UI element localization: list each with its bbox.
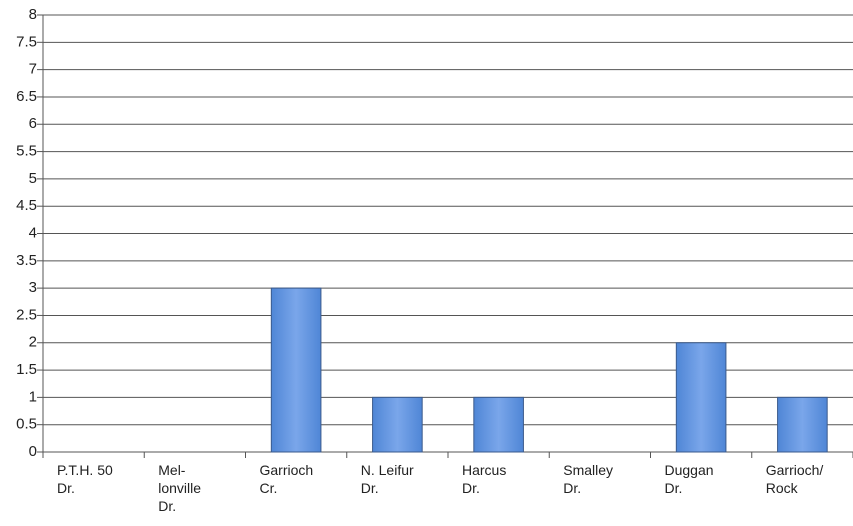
y-tick-label: 4.5 [16, 197, 37, 214]
y-tick-label: 1.5 [16, 361, 37, 378]
bar [675, 342, 727, 453]
y-tick-label: 2 [29, 334, 37, 351]
y-tick-label: 4 [29, 224, 37, 241]
y-tick-label: 2.5 [16, 306, 37, 323]
y-tick-label: 3.5 [16, 252, 37, 269]
x-tick-label: P.T.H. 50 Dr. [57, 462, 113, 496]
bar [777, 396, 828, 453]
y-tick-label: 7 [29, 61, 37, 78]
y-tick-label: 5.5 [16, 143, 37, 160]
x-tick-label: Smalley Dr. [563, 462, 614, 496]
y-tick-label: 5 [29, 170, 37, 187]
bar [270, 287, 322, 453]
bar [372, 396, 423, 453]
x-tick-label: Mel- lonville Dr. [158, 462, 202, 514]
y-tick-label: 8 [29, 6, 37, 23]
y-tick-label: 0.5 [16, 416, 37, 433]
x-tick-label: Harcus Dr. [462, 462, 507, 496]
y-tick-label: 1 [29, 388, 37, 405]
y-tick-label: 6 [29, 115, 37, 132]
y-tick-label: 0 [29, 443, 37, 460]
x-tick-label: Duggan Dr. [664, 462, 714, 496]
bar [473, 396, 524, 453]
x-tick-label: Garrioch/ Rock [765, 462, 824, 496]
y-tick-label: 7.5 [16, 33, 37, 50]
y-tick-label: 6.5 [16, 88, 37, 105]
y-tick-label: 3 [29, 279, 37, 296]
x-tick-label: N. Leifur Dr. [360, 462, 414, 496]
x-tick-label: Garrioch Cr. [259, 462, 314, 496]
